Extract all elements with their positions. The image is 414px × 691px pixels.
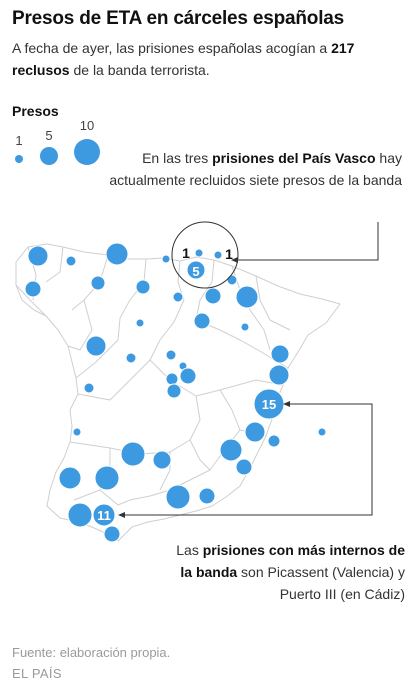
prison-bubble-33 <box>120 441 146 467</box>
prison-bubble-8 <box>90 275 106 291</box>
basque-highlight-circle <box>171 221 239 289</box>
prison-bubble-13 <box>235 285 259 309</box>
annotation-largest-bold: prisiones con más internos de la banda <box>180 542 405 580</box>
prison-bubble-14 <box>135 318 145 328</box>
portugal-border <box>15 284 47 317</box>
prison-bubble-26 <box>166 383 182 399</box>
prison-bubble-12 <box>226 274 238 286</box>
prison-bubble-15 <box>193 312 211 330</box>
prison-bubble-18 <box>270 344 290 364</box>
legend-dot-medium <box>40 147 58 165</box>
legend-label-5: 5 <box>45 128 53 143</box>
source-note: Fuente: elaboración propia. <box>12 645 171 660</box>
legend-label-1: 1 <box>15 133 23 148</box>
prison-bubble-41 <box>92 503 116 527</box>
prison-bubble-5 <box>213 250 223 260</box>
subtitle-text-end: de la banda terrorista. <box>69 62 210 78</box>
prison-bubble-11 <box>204 287 222 305</box>
annotation-largest: Las prisiones con más internos de la ban… <box>170 539 405 605</box>
prison-bubble-17 <box>85 335 107 357</box>
prison-bubble-35 <box>235 458 253 476</box>
basque-label-right: 1 <box>225 246 233 262</box>
annotation-largest-post: son Picassent (Valencia) y Puerto III (e… <box>237 564 405 602</box>
prison-bubble-28 <box>72 427 82 437</box>
legend-label-10: 10 <box>79 118 95 133</box>
annotation-basque-pre: En las tres <box>142 150 213 166</box>
puerto-iii-label: 11 <box>97 508 111 523</box>
prison-bubble-39 <box>165 484 191 510</box>
annotation-basque-bold: prisiones del País Vasco <box>212 150 376 166</box>
prison-bubble-42 <box>103 525 121 543</box>
bubbles-layer <box>24 242 327 543</box>
prison-bubble-20 <box>165 349 177 361</box>
annotation-largest-pre: Las <box>176 542 203 558</box>
prison-bubble-6 <box>186 260 206 280</box>
prison-bubble-9 <box>135 279 151 295</box>
prison-bubble-40 <box>67 502 93 528</box>
brand-credit: EL PAÍS <box>12 666 62 681</box>
legend-title: Presos <box>12 103 59 119</box>
arrowhead-puerto <box>118 512 125 518</box>
prison-bubble-0 <box>27 245 49 267</box>
page-subtitle: A fecha de ayer, las prisiones españolas… <box>12 37 407 81</box>
subtitle-text: A fecha de ayer, las prisiones españolas… <box>12 40 332 56</box>
arrowhead-basque <box>231 257 238 263</box>
annotation-basque-post: hay actualmente recluidos siete presos d… <box>109 150 402 188</box>
legend-dot-small <box>15 155 23 163</box>
prison-bubble-16 <box>240 322 250 332</box>
prison-bubble-32 <box>219 438 243 462</box>
leader-lines <box>121 222 379 516</box>
prison-bubble-22 <box>268 364 290 386</box>
prison-bubble-19 <box>125 352 137 364</box>
prison-bubble-29 <box>244 421 266 443</box>
prison-bubble-3 <box>161 254 171 264</box>
picassent-label: 15 <box>262 397 276 412</box>
page-title: Presos de ETA en cárceles españolas <box>12 8 345 29</box>
map-borders <box>15 243 341 542</box>
prison-bubble-36 <box>58 466 82 490</box>
prison-bubble-1 <box>65 255 77 267</box>
annotation-basque: En las tres prisiones del País Vasco hay… <box>102 147 402 191</box>
prison-bubble-34 <box>152 450 172 470</box>
prison-bubble-31 <box>317 427 327 437</box>
leader-line-basque <box>238 222 379 261</box>
prison-bubble-30 <box>267 434 281 448</box>
prison-bubble-37 <box>94 465 120 491</box>
prison-bubble-2 <box>105 242 129 266</box>
legend-dot-large <box>74 139 100 165</box>
prison-bubble-38 <box>198 487 216 505</box>
prison-bubble-7 <box>24 280 42 298</box>
subtitle-highlight: 217 reclusos <box>12 40 355 78</box>
prison-bubble-10 <box>172 291 184 303</box>
prison-bubble-24 <box>165 372 179 386</box>
prison-bubble-23 <box>179 367 197 385</box>
leader-line-largest <box>121 403 373 516</box>
arrowhead-picassent <box>283 401 290 407</box>
spain-outline <box>15 243 341 542</box>
basque-label-left: 1 <box>182 245 190 261</box>
prison-bubble-4 <box>194 248 204 258</box>
basque-label-center: 5 <box>192 264 199 279</box>
prison-bubble-25 <box>83 382 95 394</box>
